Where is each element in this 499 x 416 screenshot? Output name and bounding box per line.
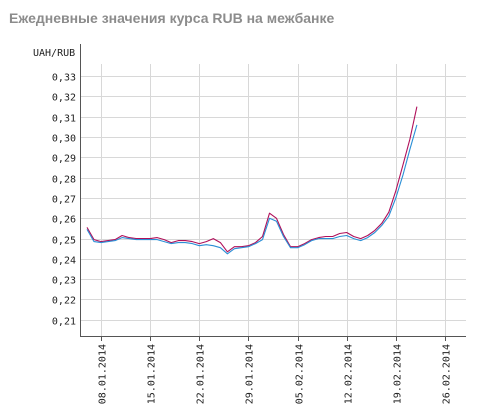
y-tick-label: 0,27 — [52, 195, 76, 206]
y-tick-label: 0,21 — [52, 317, 76, 328]
x-tick-label: 05.02.2014 — [295, 344, 306, 404]
y-tick-label: 0,28 — [52, 175, 76, 186]
y-tick-label: 0,24 — [52, 256, 76, 267]
y-tick-label: 0,25 — [52, 236, 76, 247]
x-tick-label: 12.02.2014 — [344, 344, 355, 404]
chart-title: Ежедневные значения курса RUB на межбанк… — [9, 10, 335, 26]
y-tick-label: 0,22 — [52, 296, 76, 307]
y-tick-label: 0,23 — [52, 276, 76, 287]
y-tick-label: 0,32 — [52, 93, 76, 104]
series-line-1 — [86, 106, 418, 253]
y-tick-label: 0,29 — [52, 154, 76, 165]
grid — [80, 64, 466, 336]
series-lines — [86, 106, 418, 255]
x-tick-label: 22.01.2014 — [196, 344, 207, 404]
series-line-2 — [86, 124, 418, 255]
y-tick-label: 0,33 — [52, 73, 76, 84]
x-tick-label: 26.02.2014 — [442, 344, 453, 404]
tick-labels: 0,33 0,32 0,31 0,30 0,29 0,28 0,27 0,26 0,25 0,24… — [52, 73, 453, 405]
axes — [80, 44, 466, 341]
y-tick-label: 0,26 — [52, 215, 76, 226]
y-tick-label: 0,30 — [52, 134, 76, 145]
y-axis-unit-label: UAH/RUB — [33, 48, 75, 59]
x-tick-label: 19.02.2014 — [393, 344, 404, 404]
x-tick-label: 15.01.2014 — [147, 344, 158, 404]
y-tick-label: 0,31 — [52, 114, 76, 125]
x-tick-label: 29.01.2014 — [245, 344, 256, 404]
x-tick-label: 08.01.2014 — [98, 344, 109, 404]
